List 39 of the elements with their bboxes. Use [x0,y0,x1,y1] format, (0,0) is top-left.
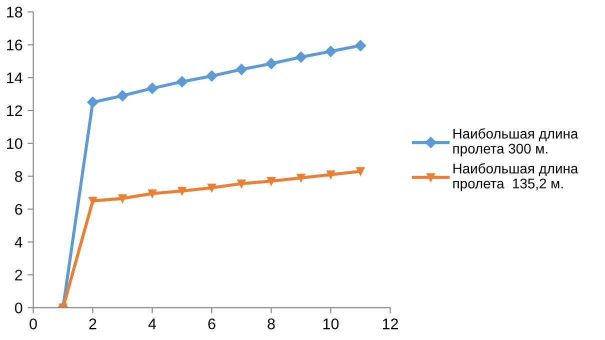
point [295,51,307,63]
point [116,90,128,102]
point [237,179,246,188]
legend-label: Наибольшая длина пролета 300 м. [453,128,578,156]
x-tick-label: 8 [268,318,275,330]
point [88,196,97,206]
point [208,184,216,192]
x-tick-label: 0 [30,318,37,330]
point [148,189,156,198]
legend-label: Наибольшая длина пролета 135,2 м. [453,163,578,192]
y-tick-label: 14 [7,72,22,84]
point [356,167,365,176]
y-tick-label: 2 [15,270,22,280]
point [296,174,306,182]
point [354,40,366,52]
x-tick-label: 10 [323,318,339,330]
point [325,46,336,57]
x-tick-label: 6 [208,318,216,330]
point [326,170,335,179]
point [176,76,188,88]
y-tick-label: 18 [7,6,22,18]
y-tick-label: 10 [7,138,22,150]
point [236,64,248,76]
y-tick-label: 12 [7,105,22,116]
x-tick-label: 2 [89,318,96,330]
point [206,70,218,82]
point [178,186,186,196]
point [267,176,276,186]
x-tick-label: 12 [382,318,398,330]
point [146,82,158,94]
y-tick-label: 16 [7,40,22,50]
point [118,194,127,203]
y-tick-label: 8 [15,171,22,182]
y-tick-label: 6 [15,204,22,215]
y-tick-label: 0 [14,302,22,314]
point [87,96,98,108]
y-tick-label: 4 [14,236,22,248]
point [266,58,277,70]
x-tick-label: 4 [148,318,156,330]
